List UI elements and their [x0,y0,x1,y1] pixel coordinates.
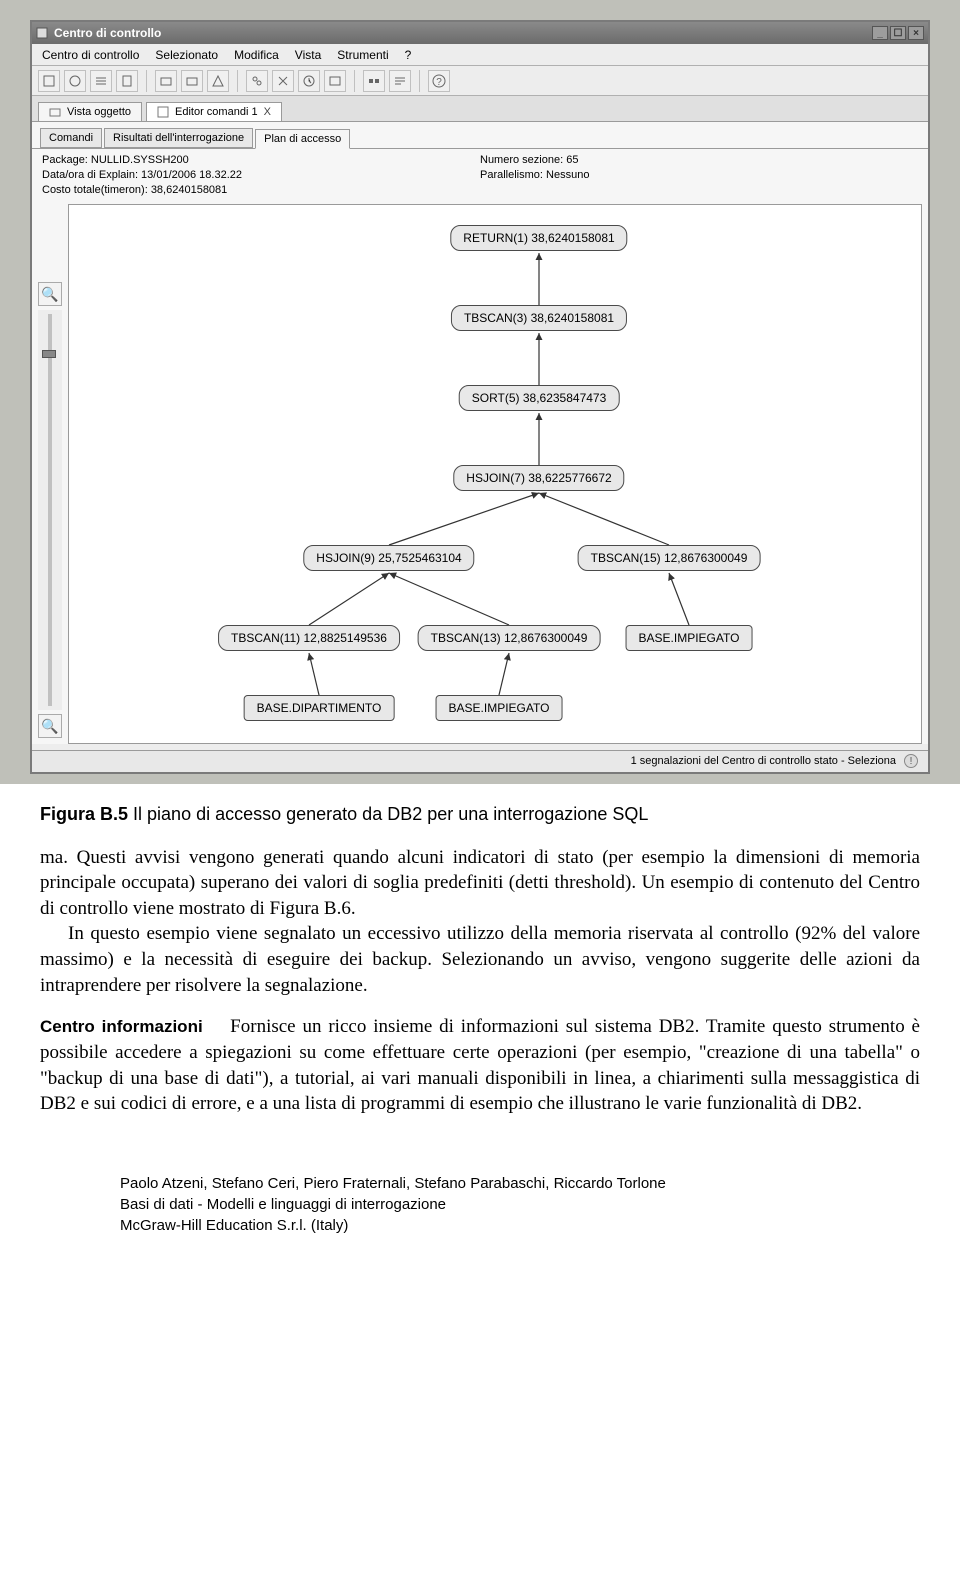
screenshot-frame: Centro di controllo _ ☐ × Centro di cont… [0,0,960,784]
info-package: Package: NULLID.SYSSH200 [42,153,480,168]
view-tabs: Vista oggetto Editor comandi 1 X [32,96,928,122]
tab-risultati[interactable]: Risultati dell'interrogazione [104,128,253,148]
toolbar-btn-1[interactable] [38,70,60,92]
info-right: Numero sezione: 65 Parallelismo: Nessuno [480,153,918,198]
paragraph-2: Centro informazioni Fornisce un ricco in… [40,1014,920,1117]
plan-node[interactable]: TBSCAN(13) 12,8676300049 [418,625,601,651]
tab-close-icon[interactable]: X [264,106,271,118]
figure-caption: Figura B.5 Il piano di accesso generato … [0,784,960,835]
window-title: Centro di controllo [54,26,161,40]
tab-label: Editor comandi 1 [175,106,258,118]
footer-publisher: McGraw-Hill Education S.r.l. (Italy) [120,1215,920,1236]
status-text[interactable]: 1 segnalazioni del Centro di controllo s… [631,755,896,767]
info-left: Package: NULLID.SYSSH200 Data/ora di Exp… [42,153,480,198]
runin-heading: Centro informazioni [40,1017,203,1036]
toolbar-btn-5[interactable] [155,70,177,92]
plan-canvas[interactable]: RETURN(1) 38,6240158081 TBSCAN(3) 38,6240… [68,204,922,744]
toolbar-btn-9[interactable] [272,70,294,92]
menu-selezionato[interactable]: Selezionato [155,48,218,62]
info-parallel: Parallelismo: Nessuno [480,168,918,183]
folder-icon [49,106,61,118]
toolbar-btn-8[interactable] [246,70,268,92]
zoom-in-icon[interactable]: 🔍 [38,282,62,306]
plan-node[interactable]: TBSCAN(3) 38,6240158081 [451,305,627,331]
figure-text: Il piano di accesso generato da DB2 per … [133,804,648,824]
zoom-tools: 🔍 🔍 [38,282,64,742]
menu-strumenti[interactable]: Strumenti [337,48,388,62]
plan-node[interactable]: BASE.IMPIEGATO [626,625,753,651]
editor-icon [157,106,169,118]
zoom-slider[interactable] [38,310,62,710]
plan-node[interactable]: BASE.DIPARTIMENTO [244,695,395,721]
svg-text:?: ? [436,77,442,88]
menu-help[interactable]: ? [405,48,412,62]
menu-vista[interactable]: Vista [295,48,321,62]
footer-title: Basi di dati - Modelli e linguaggi di in… [120,1194,920,1215]
plan-node[interactable]: HSJOIN(9) 25,7525463104 [303,545,474,571]
statusbar: 1 segnalazioni del Centro di controllo s… [32,750,928,772]
info-total-cost: Costo totale(timeron): 38,6240158081 [42,183,480,198]
tab-label: Vista oggetto [67,106,131,118]
page-footer: Paolo Atzeni, Stefano Ceri, Piero Frater… [0,1163,960,1256]
toolbar: ? [32,66,928,96]
tab-plan-accesso[interactable]: Plan di accesso [255,129,350,149]
plan-node[interactable]: BASE.IMPIEGATO [436,695,563,721]
toolbar-btn-12[interactable] [363,70,385,92]
toolbar-btn-3[interactable] [90,70,112,92]
tab-editor-comandi[interactable]: Editor comandi 1 X [146,102,282,121]
titlebar: Centro di controllo _ ☐ × [32,22,928,44]
tab-vista-oggetto[interactable]: Vista oggetto [38,102,142,121]
plan-node[interactable]: TBSCAN(11) 12,8825149536 [218,625,400,651]
menu-centro[interactable]: Centro di controllo [42,48,139,62]
toolbar-help-icon[interactable]: ? [428,70,450,92]
plan-node[interactable]: RETURN(1) 38,6240158081 [450,225,627,251]
toolbar-btn-7[interactable] [207,70,229,92]
body-text: ma. Questi avvisi vengono generati quand… [0,835,960,1163]
main-content: Comandi Risultati dell'interrogazione Pl… [32,122,928,744]
inner-tabs: Comandi Risultati dell'interrogazione Pl… [32,122,928,148]
menubar: Centro di controllo Selezionato Modifica… [32,44,928,66]
toolbar-btn-13[interactable] [389,70,411,92]
close-button[interactable]: × [908,26,924,40]
zoom-out-icon[interactable]: 🔍 [38,714,62,738]
plan-node[interactable]: SORT(5) 38,6235847473 [459,385,620,411]
plan-node[interactable]: HSJOIN(7) 38,6225776672 [453,465,624,491]
toolbar-btn-2[interactable] [64,70,86,92]
toolbar-btn-11[interactable] [324,70,346,92]
tab-comandi[interactable]: Comandi [40,128,102,148]
maximize-button[interactable]: ☐ [890,26,906,40]
menu-modifica[interactable]: Modifica [234,48,279,62]
footer-authors: Paolo Atzeni, Stefano Ceri, Piero Frater… [120,1173,920,1194]
info-section: Numero sezione: 65 [480,153,918,168]
minimize-button[interactable]: _ [872,26,888,40]
info-strip: Package: NULLID.SYSSH200 Data/ora di Exp… [32,148,928,204]
toolbar-btn-4[interactable] [116,70,138,92]
zoom-thumb[interactable] [42,350,56,358]
toolbar-btn-6[interactable] [181,70,203,92]
paragraph-1b: In questo esempio viene segnalato un ecc… [40,921,920,998]
app-icon [36,27,48,39]
paragraph-1a: ma. Questi avvisi vengono generati quand… [40,845,920,922]
figure-number: Figura B.5 [40,804,128,824]
toolbar-btn-10[interactable] [298,70,320,92]
app-window: Centro di controllo _ ☐ × Centro di cont… [30,20,930,774]
info-explain-date: Data/ora di Explain: 13/01/2006 18.32.22 [42,168,480,183]
alert-icon[interactable]: ! [904,754,918,768]
plan-node[interactable]: TBSCAN(15) 12,8676300049 [578,545,761,571]
